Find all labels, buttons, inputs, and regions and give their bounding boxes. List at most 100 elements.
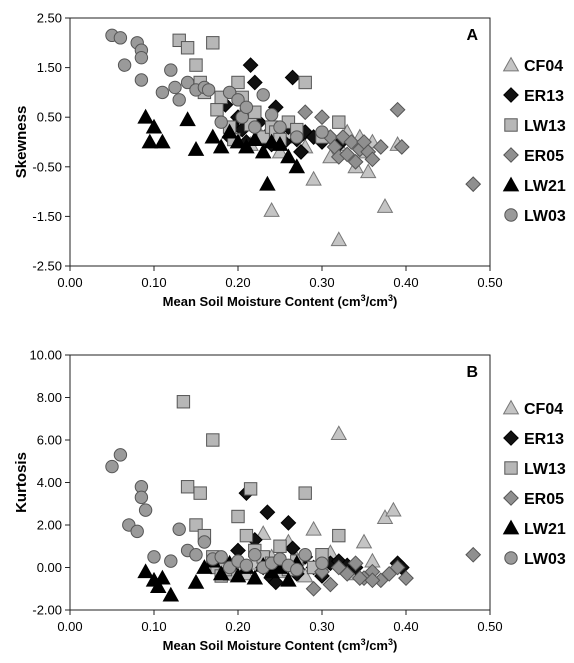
legend-marker-er05: [503, 490, 519, 506]
data-point-lw13: [332, 528, 346, 543]
data-point-er05: [343, 134, 360, 150]
legend: CF04 ER13 LW13 ER05 LW21 LW03: [502, 56, 566, 225]
data-point-lw03: [315, 556, 329, 570]
data-point-er05: [389, 559, 406, 576]
data-point-cf04: [263, 202, 280, 217]
data-point-er05: [339, 565, 356, 582]
data-point-lw03: [256, 88, 270, 102]
data-point-lw13: [273, 539, 287, 553]
x-tick-label: 0.50: [477, 275, 502, 290]
y-tick-label: -2.50: [32, 259, 62, 274]
data-point-lw13: [239, 528, 254, 543]
y-tick-label: -2.00: [32, 603, 62, 618]
y-tick-label: -0.50: [32, 159, 62, 174]
y-tick-label: 0.00: [37, 560, 62, 575]
legend-label-er05: ER05: [524, 148, 564, 165]
data-point-er13: [246, 74, 263, 91]
data-point-er05: [364, 572, 381, 589]
data-point-er13: [280, 514, 297, 531]
data-point-er05: [339, 146, 356, 163]
data-point-lw03: [180, 75, 195, 90]
y-tick-label: 4.00: [37, 475, 62, 490]
data-point-lw13: [189, 58, 203, 72]
data-point-lw13: [206, 433, 220, 447]
data-point-er05: [393, 139, 410, 155]
data-point-lw21: [229, 567, 247, 583]
legend-label-lw03: LW03: [524, 208, 566, 225]
data-point-cf04: [359, 163, 377, 179]
legend-label-lw03: LW03: [524, 551, 566, 568]
data-point-lw21: [238, 138, 255, 154]
data-point-lw21: [229, 133, 247, 149]
data-point-lw13: [231, 509, 245, 524]
data-point-lw03: [298, 548, 312, 562]
data-point-lw03: [248, 548, 262, 562]
data-point-lw03: [239, 558, 254, 573]
data-point-lw13: [189, 518, 203, 532]
legend-marker-lw21: [502, 176, 520, 192]
data-point-er05: [372, 139, 389, 155]
data-point-lw03: [172, 522, 186, 536]
data-point-lw13: [206, 36, 220, 50]
data-point-lw13: [210, 103, 224, 117]
data-point-er13: [242, 57, 259, 74]
data-point-cf04: [305, 170, 322, 186]
data-point-lw03: [164, 63, 178, 77]
data-point-lw13: [176, 395, 191, 409]
data-point-lw21: [280, 148, 297, 164]
data-point-lw21: [141, 133, 159, 149]
data-point-cf04: [305, 520, 322, 536]
data-point-lw21: [137, 563, 154, 579]
panel-label: B: [466, 364, 478, 381]
data-point-cf04: [330, 231, 348, 247]
data-point-er05: [347, 555, 364, 572]
data-point-lw03: [222, 85, 237, 100]
legend-label-cf04: CF04: [524, 58, 563, 75]
data-point-lw13: [180, 480, 195, 494]
data-point-lw03: [113, 31, 128, 45]
data-point-lw21: [246, 569, 264, 585]
x-tick-label: 0.00: [57, 275, 82, 290]
data-point-lw03: [214, 550, 228, 564]
data-point-lw21: [246, 131, 264, 146]
data-point-lw13: [193, 486, 207, 500]
data-point-lw13: [180, 41, 195, 55]
data-point-cf04: [254, 525, 272, 540]
y-tick-label: 2.50: [37, 11, 62, 26]
chart-panel-b: 0.00 0.10 0.20 0.30 0.40 0.50 10.00 8.00 6.00 4.0…: [13, 348, 566, 654]
x-tick-label: 0.50: [477, 619, 502, 634]
data-point-lw03: [290, 562, 304, 577]
x-tick-label: 0.00: [57, 619, 82, 634]
data-point-lw21: [179, 111, 196, 127]
data-point-lw21: [259, 175, 276, 191]
data-point-cf04: [376, 509, 394, 524]
panel-label: A: [466, 27, 478, 44]
data-point-lw21: [212, 565, 230, 581]
x-tick-label: 0.20: [225, 619, 250, 634]
x-tick-label: 0.10: [141, 619, 166, 634]
data-point-er05: [297, 104, 314, 121]
data-point-lw03: [134, 50, 149, 65]
data-point-lw03: [273, 120, 287, 134]
data-point-er05: [322, 576, 339, 593]
y-axis-label: Skewness: [13, 106, 30, 179]
x-tick-label: 0.40: [393, 275, 418, 290]
data-point-lw03: [105, 459, 119, 474]
data-point-lw03: [201, 83, 216, 97]
data-point-lw13: [231, 75, 245, 90]
data-point-lw03: [290, 130, 304, 144]
data-point-lw03: [172, 93, 186, 107]
data-point-lw21: [280, 571, 297, 587]
y-tick-label: 1.50: [37, 60, 62, 75]
data-point-lw21: [145, 118, 163, 134]
data-point-er05: [351, 570, 368, 587]
legend-label-er05: ER05: [524, 491, 564, 508]
legend-label-lw13: LW13: [524, 461, 566, 478]
legend-label-lw13: LW13: [524, 118, 566, 135]
data-point-er05: [314, 109, 330, 126]
legend-marker-lw03: [504, 208, 518, 222]
legend-label-lw21: LW21: [524, 521, 566, 538]
legend-marker-cf04: [502, 399, 520, 415]
y-tick-label: 6.00: [37, 433, 62, 448]
data-point-lw03: [155, 85, 170, 100]
